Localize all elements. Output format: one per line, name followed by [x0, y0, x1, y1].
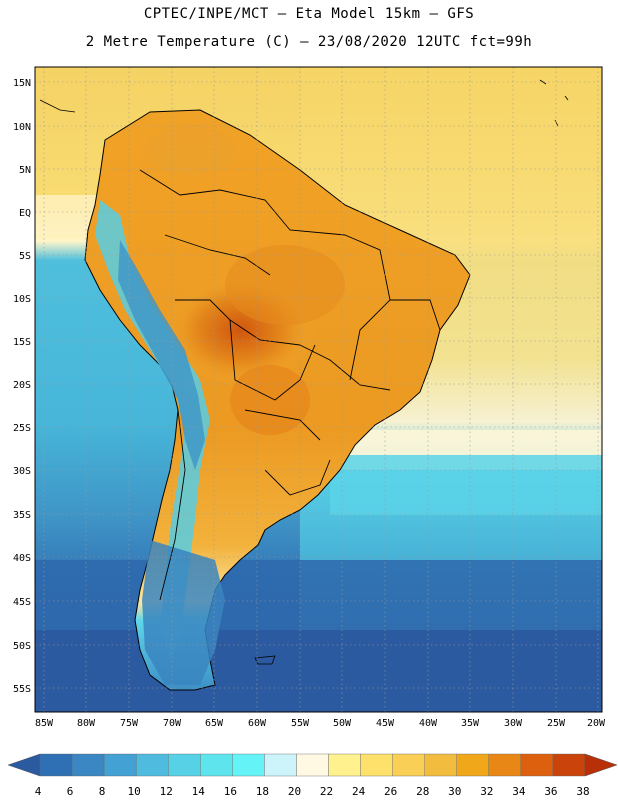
colorbar-label: 34: [512, 785, 526, 798]
colorbar-label: 18: [256, 785, 269, 798]
lon-label: 85W: [35, 718, 54, 729]
colorbar-swatch: [103, 753, 137, 777]
lat-label: 55S: [13, 684, 31, 695]
country-borders: [139, 169, 441, 601]
lon-label: 25W: [547, 718, 566, 729]
lon-label: 80W: [77, 718, 96, 729]
colorbar-swatch: [360, 753, 393, 777]
colorbar-swatch: [424, 753, 457, 777]
colorbar-label: 6: [67, 785, 74, 798]
colorbar-swatch: [488, 753, 522, 777]
colorbar-label: 14: [192, 785, 206, 798]
lon-label: 70W: [163, 718, 182, 729]
graticule: [35, 67, 602, 712]
colorbar-swatch: [392, 753, 425, 777]
latitude-labels: 15N 10N 5N EQ 5S 10S 15S 20S 25S 30S 35S…: [13, 78, 31, 695]
colorbar-label: 16: [224, 785, 237, 798]
colorbar-swatch: [456, 753, 490, 777]
map-frame: [34, 66, 603, 713]
colorbar-label: 32: [480, 785, 493, 798]
colorbar-swatch: [200, 753, 233, 777]
colorbar-label: 12: [160, 785, 173, 798]
colorbar-swatch: [264, 753, 297, 777]
colorbar-label: 26: [384, 785, 397, 798]
colorbar-swatch: [135, 753, 169, 777]
lat-label: 35S: [13, 510, 31, 521]
colorbar-swatch: [552, 753, 586, 777]
colorbar-swatch: [71, 753, 105, 777]
colorbar-label: 38: [576, 785, 589, 798]
map-title-line2: 2 Metre Temperature (C) – 23/08/2020 12U…: [85, 34, 533, 50]
lat-label: 25S: [13, 423, 31, 434]
lon-label: 45W: [376, 718, 395, 729]
longitude-labels: 85W 80W 75W 70W 65W 60W 55W 50W 45W 40W …: [35, 718, 606, 729]
lat-label: 15N: [13, 78, 31, 89]
colorbar-swatch: [520, 753, 554, 777]
lat-label: 5N: [19, 165, 31, 176]
colorbar-swatch: [328, 753, 361, 777]
lon-label: 60W: [248, 718, 267, 729]
colorbar-label: 30: [448, 785, 461, 798]
colorbar-swatch: [296, 753, 329, 777]
colorbar-label: 28: [416, 785, 429, 798]
lat-label: 50S: [13, 641, 31, 652]
colorbar-swatch: [168, 753, 201, 777]
lat-label: 10N: [13, 122, 31, 133]
colorbar-label: 22: [320, 785, 333, 798]
colorbar-right-arrow: [584, 753, 618, 777]
colorbar-label: 10: [128, 785, 141, 798]
colorbar-left-arrow: [7, 753, 41, 777]
colorbar-swatch: [232, 753, 265, 777]
colorbar-label: 20: [288, 785, 301, 798]
lat-label: 45S: [13, 597, 31, 608]
colorbar-label: 24: [352, 785, 366, 798]
lat-label: 10S: [13, 294, 31, 305]
lon-label: 30W: [504, 718, 523, 729]
lon-label: 55W: [291, 718, 310, 729]
lon-label: 40W: [419, 718, 438, 729]
lon-label: 20W: [587, 718, 606, 729]
colorbar-label: 8: [99, 785, 106, 798]
colorbar-swatch: [39, 753, 73, 777]
lat-label: EQ: [19, 208, 31, 219]
lat-label: 20S: [13, 380, 31, 391]
lon-label: 65W: [205, 718, 224, 729]
caribbean-islands: [39, 79, 569, 665]
lon-label: 35W: [461, 718, 480, 729]
lat-label: 5S: [19, 251, 31, 262]
lat-label: 40S: [13, 553, 31, 564]
lat-label: 15S: [13, 337, 31, 348]
lat-label: 30S: [13, 466, 31, 477]
colorbar: 4 6 8 10 12 14 16 18 20 22 24 26 28 30 32 34 36 38: [7, 753, 618, 798]
lon-label: 50W: [333, 718, 352, 729]
map-title-line1: CPTEC/INPE/MCT – Eta Model 15km – GFS: [143, 6, 475, 22]
colorbar-label: 4: [35, 785, 42, 798]
lon-label: 75W: [120, 718, 139, 729]
colorbar-label: 36: [544, 785, 557, 798]
